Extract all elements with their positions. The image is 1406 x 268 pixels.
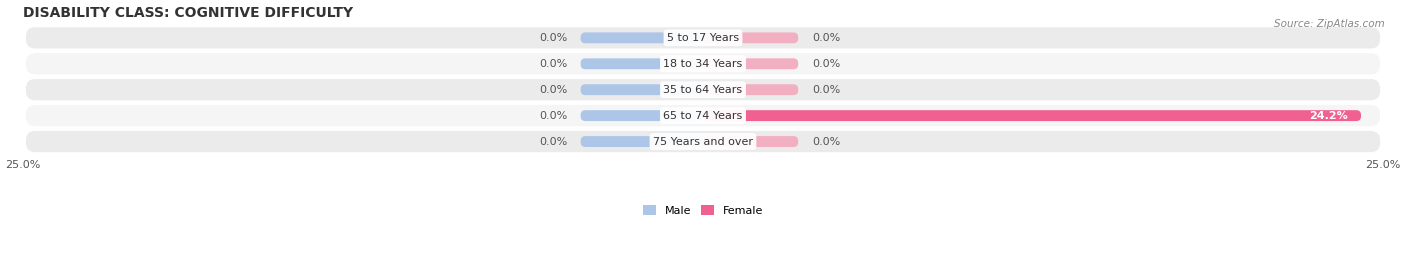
FancyBboxPatch shape <box>703 32 799 43</box>
Text: 0.0%: 0.0% <box>811 85 839 95</box>
FancyBboxPatch shape <box>703 110 1361 121</box>
Text: 0.0%: 0.0% <box>538 111 567 121</box>
Text: 0.0%: 0.0% <box>538 33 567 43</box>
FancyBboxPatch shape <box>703 84 799 95</box>
FancyBboxPatch shape <box>703 58 799 69</box>
Text: 0.0%: 0.0% <box>811 59 839 69</box>
FancyBboxPatch shape <box>25 79 1381 100</box>
Text: 5 to 17 Years: 5 to 17 Years <box>666 33 740 43</box>
Text: DISABILITY CLASS: COGNITIVE DIFFICULTY: DISABILITY CLASS: COGNITIVE DIFFICULTY <box>24 6 353 20</box>
Text: Source: ZipAtlas.com: Source: ZipAtlas.com <box>1274 19 1385 29</box>
FancyBboxPatch shape <box>581 136 703 147</box>
Text: 65 to 74 Years: 65 to 74 Years <box>664 111 742 121</box>
FancyBboxPatch shape <box>581 84 703 95</box>
FancyBboxPatch shape <box>581 110 703 121</box>
Text: 24.2%: 24.2% <box>1309 111 1347 121</box>
FancyBboxPatch shape <box>25 105 1381 126</box>
Text: 0.0%: 0.0% <box>811 33 839 43</box>
FancyBboxPatch shape <box>25 131 1381 152</box>
Text: 0.0%: 0.0% <box>538 85 567 95</box>
FancyBboxPatch shape <box>25 53 1381 75</box>
Text: 0.0%: 0.0% <box>538 59 567 69</box>
Text: 75 Years and over: 75 Years and over <box>652 136 754 147</box>
FancyBboxPatch shape <box>25 27 1381 49</box>
Text: 0.0%: 0.0% <box>538 136 567 147</box>
FancyBboxPatch shape <box>581 32 703 43</box>
FancyBboxPatch shape <box>581 58 703 69</box>
Text: 0.0%: 0.0% <box>811 136 839 147</box>
FancyBboxPatch shape <box>703 136 799 147</box>
Legend: Male, Female: Male, Female <box>638 200 768 220</box>
Text: 35 to 64 Years: 35 to 64 Years <box>664 85 742 95</box>
Text: 18 to 34 Years: 18 to 34 Years <box>664 59 742 69</box>
